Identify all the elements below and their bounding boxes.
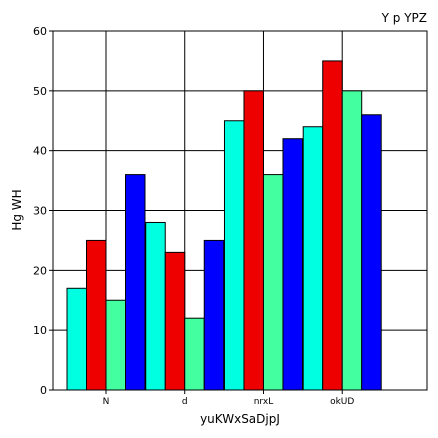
x-axis-label: yuKWxSaDjpJ xyxy=(200,412,280,426)
y-tick-label: 30 xyxy=(33,205,47,218)
bar xyxy=(303,127,323,390)
bar xyxy=(244,91,264,390)
chart-title: Y p YPZ xyxy=(381,11,427,25)
bar xyxy=(204,240,224,390)
bar xyxy=(106,300,126,390)
y-tick-label: 20 xyxy=(33,264,47,277)
x-tick-label: nrxL xyxy=(254,397,274,407)
y-tick-label: 50 xyxy=(33,85,47,98)
bar xyxy=(263,175,283,390)
bar xyxy=(165,252,185,390)
y-tick-label: 10 xyxy=(33,324,47,337)
y-tick-label: 60 xyxy=(33,25,47,38)
y-axis-label: Hg WH xyxy=(10,189,24,230)
y-tick-label: 40 xyxy=(33,145,47,158)
x-tick-label: N xyxy=(103,397,110,407)
bar xyxy=(146,222,166,390)
bar xyxy=(87,240,107,390)
bar xyxy=(185,318,205,390)
bar xyxy=(126,175,146,390)
bar xyxy=(323,61,343,390)
bar xyxy=(283,139,303,390)
bar xyxy=(342,91,362,390)
bar xyxy=(67,288,87,390)
x-tick-label: d xyxy=(182,397,188,407)
y-axis-ticks: 0 10 20 30 40 50 60 xyxy=(33,25,53,397)
bar xyxy=(362,115,382,390)
x-tick-label: okUD xyxy=(330,397,354,407)
bar xyxy=(224,121,244,390)
y-tick-label: 0 xyxy=(40,384,47,397)
